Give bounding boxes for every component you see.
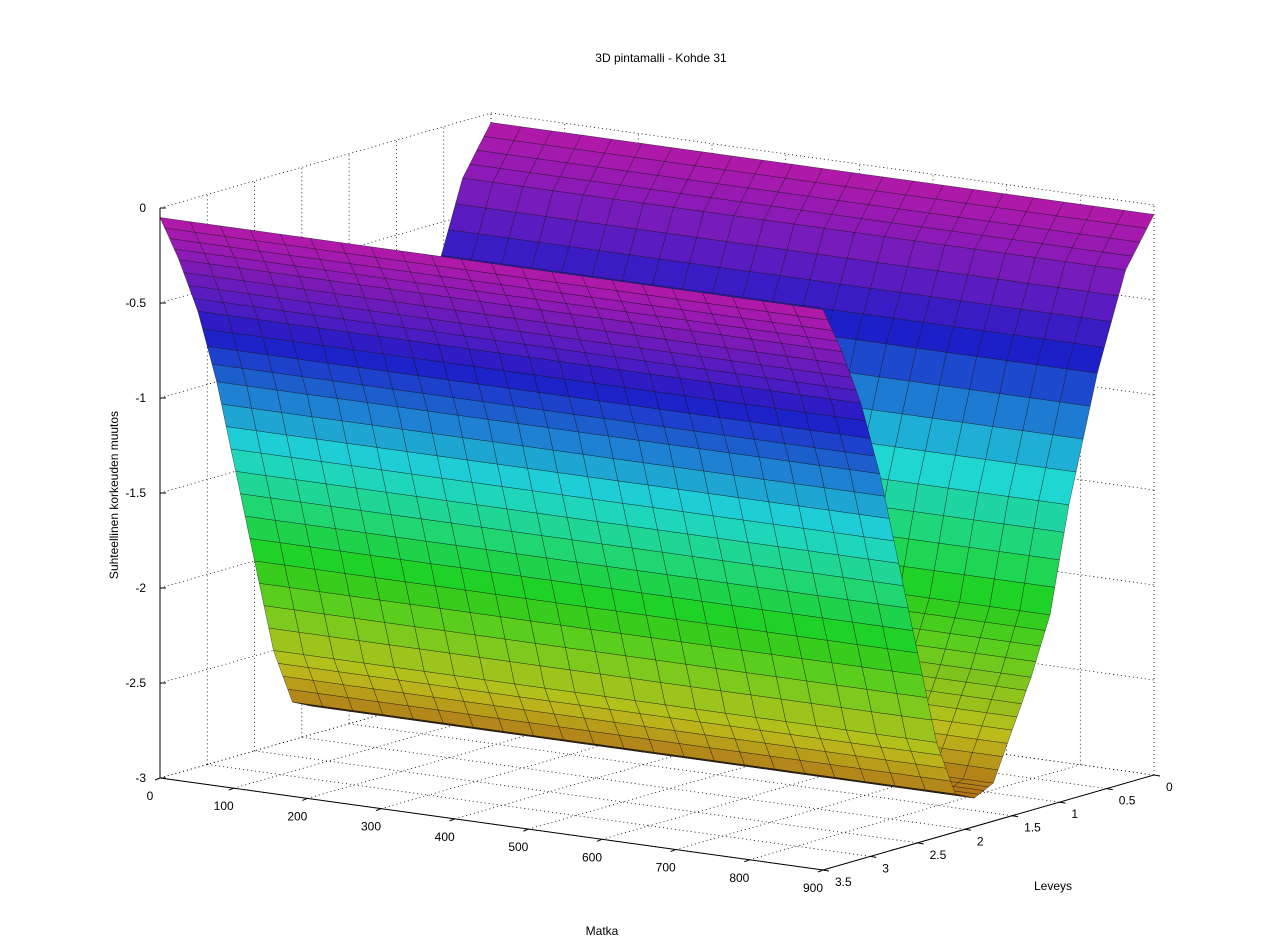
y-tick-label: 3 (882, 861, 889, 875)
grid-line (380, 713, 713, 810)
surface-patch (883, 479, 919, 512)
y-tick (1106, 788, 1113, 791)
surface-patch (989, 578, 1025, 611)
z-tick-label: -2.5 (125, 676, 146, 690)
y-tick-label: 0 (1166, 780, 1173, 794)
x-tick (228, 787, 234, 791)
grid-line (233, 692, 565, 789)
x-tick-label: 900 (803, 881, 823, 895)
x-tick-label: 500 (508, 840, 528, 854)
surface-patch (968, 519, 1005, 552)
z-tick-label: -1 (135, 391, 146, 405)
x-tick-label: 400 (435, 830, 455, 844)
y-tick (1153, 774, 1161, 777)
y-tick-label: 2.5 (930, 848, 947, 862)
grid-line (601, 743, 934, 840)
surface-patch (903, 538, 940, 571)
grid-line (159, 682, 492, 779)
x-tick-label: 0 (147, 789, 154, 803)
x-tick (670, 849, 676, 853)
surface-plot (159, 122, 1155, 799)
x-tick (375, 808, 382, 812)
surface-patch (959, 574, 995, 607)
x-tick (449, 818, 455, 822)
z-tick-label: -2 (135, 581, 146, 595)
surface-patch (1019, 583, 1055, 616)
surface-patch (1033, 500, 1070, 533)
z-tick-label: -3 (135, 771, 146, 785)
y-tick-label: 2 (977, 834, 984, 848)
x-tick-label: 300 (361, 820, 381, 834)
z-tick-label: 0 (139, 201, 146, 215)
surface-patch (994, 551, 1030, 584)
surface-patch (908, 511, 944, 544)
y-tick (917, 842, 924, 845)
x-tick-label: 800 (729, 871, 749, 885)
y-tick (822, 869, 830, 872)
z-tick-label: -1.5 (125, 486, 146, 500)
surface-patch (792, 305, 828, 321)
x-axis-label: Matka (586, 924, 619, 938)
surface-patch (938, 515, 974, 548)
x-tick-label: 600 (582, 850, 602, 864)
y-tick-label: 0.5 (1119, 794, 1136, 808)
grid-line (528, 733, 860, 830)
x-tick-label: 200 (287, 809, 307, 823)
y-tick (870, 855, 877, 858)
surface-patch (933, 543, 970, 575)
y-tick (1059, 801, 1066, 804)
surface-patch (964, 547, 1000, 580)
grid-line (749, 764, 1081, 861)
grid-line (307, 703, 639, 799)
surface-patch (998, 523, 1035, 556)
tick-labels: 0 100 200 300 400 500 600 700 800 900 0 0.5 1 1.5 2 2.5… (125, 201, 1173, 895)
x-tick (596, 838, 603, 842)
surface-patch (1003, 496, 1039, 529)
x-tick (744, 859, 750, 863)
y-tick-label: 1.5 (1024, 821, 1041, 835)
x-tick (302, 797, 308, 801)
x-tick (817, 869, 824, 873)
y-tick-label: 1 (1071, 807, 1078, 821)
y-tick (1012, 815, 1019, 818)
grid-line (675, 754, 1007, 850)
grid-line (159, 112, 492, 209)
axes (154, 207, 1161, 873)
surface-patch (1024, 555, 1060, 588)
surface-patch (929, 570, 965, 603)
y-tick-label: 3.5 (835, 875, 852, 889)
chart-title: 3D pintamalli - Kohde 31 (595, 51, 727, 65)
surface-patch (913, 483, 949, 516)
grid-line (454, 723, 786, 820)
x-tick (154, 777, 161, 781)
y-tick (964, 828, 971, 831)
x-axis-line (159, 777, 824, 871)
surface-patch (1029, 528, 1065, 561)
y-axis-line (822, 774, 1155, 871)
y-axis-label: Leveys (1034, 879, 1072, 893)
surface-patch (943, 488, 979, 521)
x-tick-label: 700 (656, 861, 676, 875)
x-tick-label: 100 (214, 799, 234, 813)
surface-patch (973, 492, 1009, 525)
z-axis-label: Suhteellinen korkeuden muutos (107, 411, 121, 579)
z-tick-label: -0.5 (125, 296, 146, 310)
x-tick (523, 828, 529, 832)
